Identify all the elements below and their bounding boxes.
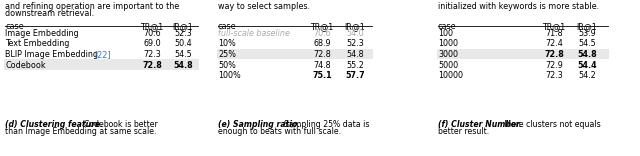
Text: case: case <box>218 22 237 31</box>
Text: (d) Clustering feature.: (d) Clustering feature. <box>5 120 103 129</box>
Text: 10000: 10000 <box>438 71 463 80</box>
Text: 57.7: 57.7 <box>345 71 365 80</box>
Text: Text Embedding: Text Embedding <box>5 39 69 49</box>
Text: 54.8: 54.8 <box>173 61 193 70</box>
Text: Sampling 25% data is: Sampling 25% data is <box>279 120 369 129</box>
Text: IR@1: IR@1 <box>344 22 365 31</box>
Text: 50%: 50% <box>218 61 236 70</box>
Text: IR@1: IR@1 <box>577 22 597 31</box>
Text: Image Embedding: Image Embedding <box>5 29 79 38</box>
Text: (f) Cluster Number.: (f) Cluster Number. <box>438 120 522 129</box>
Text: downstream retrieval.: downstream retrieval. <box>5 10 94 19</box>
Text: TR@1: TR@1 <box>310 22 333 31</box>
Text: 70.6: 70.6 <box>313 29 331 38</box>
Text: 53.9: 53.9 <box>578 29 596 38</box>
Text: 52.3: 52.3 <box>174 29 192 38</box>
Text: TR@1: TR@1 <box>542 22 566 31</box>
Text: better result.: better result. <box>438 127 489 136</box>
Text: 54.5: 54.5 <box>174 50 192 59</box>
Text: initialized with keywords is more stable.: initialized with keywords is more stable… <box>438 2 599 11</box>
Text: 54.8: 54.8 <box>346 50 364 59</box>
Text: way to select samples.: way to select samples. <box>218 2 310 11</box>
Text: full-scale baseline: full-scale baseline <box>218 29 290 38</box>
Text: 1000: 1000 <box>438 39 458 49</box>
Text: 100: 100 <box>438 29 453 38</box>
Text: than Image Embedding at same scale.: than Image Embedding at same scale. <box>5 127 157 136</box>
Text: 54.4: 54.4 <box>577 61 597 70</box>
Text: 3000: 3000 <box>438 50 458 59</box>
Text: BLIP Image Embedding: BLIP Image Embedding <box>5 50 98 59</box>
Text: (e) Sampling ratio.: (e) Sampling ratio. <box>218 120 300 129</box>
Text: 54.0: 54.0 <box>346 29 364 38</box>
Text: enough to beats with full scale.: enough to beats with full scale. <box>218 127 341 136</box>
Text: Codebook is better: Codebook is better <box>79 120 157 129</box>
Text: 54.2: 54.2 <box>578 71 596 80</box>
Text: 72.8: 72.8 <box>142 61 162 70</box>
Bar <box>217 49 373 59</box>
Text: 52.3: 52.3 <box>346 39 364 49</box>
Bar <box>4 59 199 70</box>
Text: 72.9: 72.9 <box>545 61 563 70</box>
Text: [22]: [22] <box>94 50 111 59</box>
Text: 72.3: 72.3 <box>143 50 161 59</box>
Text: 50.4: 50.4 <box>174 39 192 49</box>
Text: 69.0: 69.0 <box>143 39 161 49</box>
Text: case: case <box>5 22 24 31</box>
Text: 71.8: 71.8 <box>545 29 563 38</box>
Text: 100%: 100% <box>218 71 241 80</box>
Bar <box>437 49 609 59</box>
Text: 72.8: 72.8 <box>313 50 331 59</box>
Text: IR@1: IR@1 <box>173 22 193 31</box>
Text: 72.3: 72.3 <box>545 71 563 80</box>
Text: 54.5: 54.5 <box>578 39 596 49</box>
Text: 72.4: 72.4 <box>545 39 563 49</box>
Text: 55.2: 55.2 <box>346 61 364 70</box>
Text: 74.8: 74.8 <box>313 61 331 70</box>
Text: 72.8: 72.8 <box>544 50 564 59</box>
Text: 5000: 5000 <box>438 61 458 70</box>
Text: TR@1: TR@1 <box>140 22 164 31</box>
Text: 10%: 10% <box>218 39 236 49</box>
Text: Codebook: Codebook <box>5 61 45 70</box>
Text: and refining operation are important to the: and refining operation are important to … <box>5 2 179 11</box>
Text: 68.9: 68.9 <box>313 39 331 49</box>
Text: 54.8: 54.8 <box>577 50 597 59</box>
Text: 25%: 25% <box>218 50 236 59</box>
Text: 75.1: 75.1 <box>312 71 332 80</box>
Text: case: case <box>438 22 456 31</box>
Text: More clusters not equals: More clusters not equals <box>502 120 601 129</box>
Text: 70.6: 70.6 <box>143 29 161 38</box>
